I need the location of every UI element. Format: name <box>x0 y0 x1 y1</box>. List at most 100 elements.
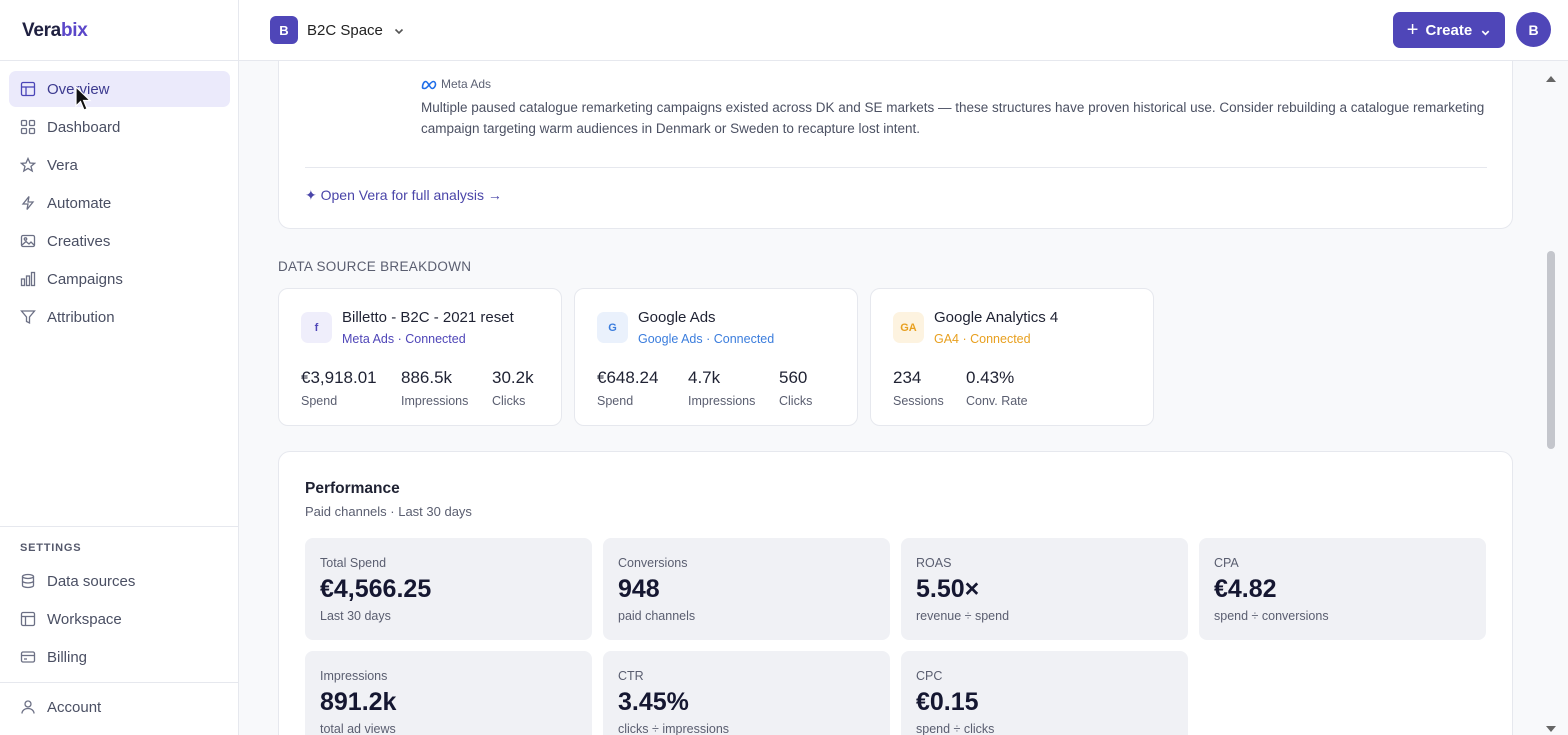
workspace-icon <box>20 611 36 627</box>
plus-icon: + <box>1406 19 1419 41</box>
scroll-up-arrow-icon[interactable] <box>1545 71 1557 82</box>
kpi-value: 891.2k <box>320 688 397 716</box>
star-icon <box>20 157 36 173</box>
kpi-sub: Last 30 days <box>320 609 391 623</box>
kpi-sub: paid channels <box>618 609 696 623</box>
create-button[interactable]: + Create <box>1393 12 1505 48</box>
sidebar-item-automate[interactable]: Automate <box>9 185 230 221</box>
data-source-metric: 560 Clicks <box>779 368 812 408</box>
data-source-card-google-ads[interactable]: G Google Ads Google Ads · Connected €648… <box>574 288 858 426</box>
metric-value: €3,918.01 <box>301 368 377 387</box>
sidebar-item-creatives[interactable]: Creatives <box>9 223 230 259</box>
kpi-label: Conversions <box>618 556 688 570</box>
kpi-sub: total ad views <box>320 722 396 735</box>
data-source-name: Google Ads <box>638 309 716 326</box>
scrollbar-thumb[interactable] <box>1547 251 1555 449</box>
kpi-label: Impressions <box>320 669 388 683</box>
data-source-card-meta[interactable]: f Billetto - B2C - 2021 reset Meta Ads ·… <box>278 288 562 426</box>
sidebar: Verabix Overview Dashboard Vera Automat <box>0 0 239 735</box>
settings-divider <box>0 526 239 527</box>
sidebar-item-label: Dashboard <box>47 118 121 136</box>
kpi-value: 5.50× <box>916 575 980 603</box>
sidebar-item-vera[interactable]: Vera <box>9 147 230 183</box>
sidebar-item-label: Attribution <box>47 308 115 326</box>
logo-text: Vera <box>22 20 61 41</box>
scroll-down-arrow-icon[interactable] <box>1545 721 1557 732</box>
kpi-value: 3.45% <box>618 688 689 716</box>
metric-value: €648.24 <box>597 368 659 387</box>
meta-source-icon: f <box>301 312 332 343</box>
main-content: Meta Ads Multiple paused catalogue remar… <box>239 61 1545 735</box>
kpi-sub: spend ÷ conversions <box>1214 609 1329 623</box>
sidebar-divider <box>0 60 239 61</box>
metric-label: Conv. Rate <box>966 394 1028 408</box>
sidebar-item-workspace[interactable]: Workspace <box>9 601 230 637</box>
workspace-badge: B <box>270 16 298 44</box>
metric-label: Impressions <box>688 394 756 408</box>
user-avatar[interactable]: B <box>1516 12 1551 47</box>
kpi-sub: clicks ÷ impressions <box>618 722 730 735</box>
metric-label: Spend <box>301 394 338 408</box>
performance-card: Performance Paid channels · Last 30 days… <box>278 451 1513 735</box>
data-source-metric: 234 Sessions <box>893 368 944 408</box>
chevron-down-icon <box>1480 25 1491 36</box>
data-source-name: Billetto - B2C - 2021 reset <box>342 309 514 326</box>
kpi-cpc: CPC €0.15 spend ÷ clicks <box>901 651 1188 735</box>
metric-value: 886.5k <box>401 368 453 387</box>
data-source-metric: 0.43% Conv. Rate <box>966 368 1028 408</box>
insight-text: Multiple paused catalogue remarketing ca… <box>421 100 1485 136</box>
metric-label: Clicks <box>779 394 813 408</box>
kpi-value: €4,566.25 <box>320 575 432 603</box>
sidebar-item-campaigns[interactable]: Campaigns <box>9 261 230 297</box>
sidebar-item-overview[interactable]: Overview <box>9 71 230 107</box>
image-icon <box>20 233 36 249</box>
user-icon <box>20 699 36 715</box>
data-source-card-ga4[interactable]: GA Google Analytics 4 GA4 · Connected 23… <box>870 288 1154 426</box>
create-button-label: Create <box>1425 21 1473 39</box>
kpi-roas: ROAS 5.50× revenue ÷ spend <box>901 538 1188 640</box>
metric-value: 4.7k <box>688 368 721 387</box>
filter-icon <box>20 309 36 325</box>
data-source-metric: €648.24 Spend <box>597 368 658 408</box>
metric-value: 30.2k <box>492 368 534 387</box>
sidebar-item-label: Account <box>47 698 102 716</box>
kpi-impressions: Impressions 891.2k total ad views <box>305 651 592 735</box>
metric-value: 0.43% <box>966 368 1015 387</box>
card-icon <box>20 649 36 665</box>
kpi-total-spend: Total Spend €4,566.25 Last 30 days <box>305 538 592 640</box>
sidebar-item-account[interactable]: Account <box>9 689 230 725</box>
sidebar-item-label: Campaigns <box>47 270 123 288</box>
data-source-status: Meta Ads · Connected <box>342 332 466 346</box>
settings-section-label: SETTINGS <box>20 542 82 554</box>
workspace-name: B2C Space <box>307 21 383 39</box>
kpi-label: CTR <box>618 669 644 683</box>
kpi-cpa: CPA €4.82 spend ÷ conversions <box>1199 538 1486 640</box>
kpi-ctr: CTR 3.45% clicks ÷ impressions <box>603 651 890 735</box>
sidebar-item-attribution[interactable]: Attribution <box>9 299 230 335</box>
data-source-name: Google Analytics 4 <box>934 309 1059 326</box>
insight-source-tag: Meta Ads <box>421 77 491 91</box>
metric-label: Impressions <box>401 394 469 408</box>
sidebar-item-dashboard[interactable]: Dashboard <box>9 109 230 145</box>
sidebar-item-data-sources[interactable]: Data sources <box>9 563 230 599</box>
data-source-metric: 30.2k Clicks <box>492 368 534 408</box>
google-ads-source-icon: G <box>597 312 628 343</box>
metric-value: 234 <box>893 368 922 387</box>
data-source-status: Google Ads · Connected <box>638 332 775 346</box>
kpi-value: 948 <box>618 575 660 603</box>
sidebar-item-label: Vera <box>47 156 78 174</box>
main-scrollbar[interactable] <box>1545 61 1559 735</box>
data-source-metric: €3,918.01 Spend <box>301 368 377 408</box>
sidebar-item-billing[interactable]: Billing <box>9 639 230 675</box>
insight-source-label: Meta Ads <box>441 77 492 91</box>
app-logo[interactable]: Verabix <box>22 20 88 42</box>
database-icon <box>20 573 36 589</box>
workspace-switcher[interactable]: B B2C Space <box>270 16 405 44</box>
kpi-conversions: Conversions 948 paid channels <box>603 538 890 640</box>
main-nav: Overview Dashboard Vera Automate Creativ… <box>9 71 230 337</box>
open-vera-link[interactable]: ✦ Open Vera for full analysis → <box>305 187 502 203</box>
kpi-value: €4.82 <box>1214 575 1277 603</box>
layout-icon <box>20 81 36 97</box>
kpi-label: CPC <box>916 669 943 683</box>
metric-label: Sessions <box>893 394 944 408</box>
